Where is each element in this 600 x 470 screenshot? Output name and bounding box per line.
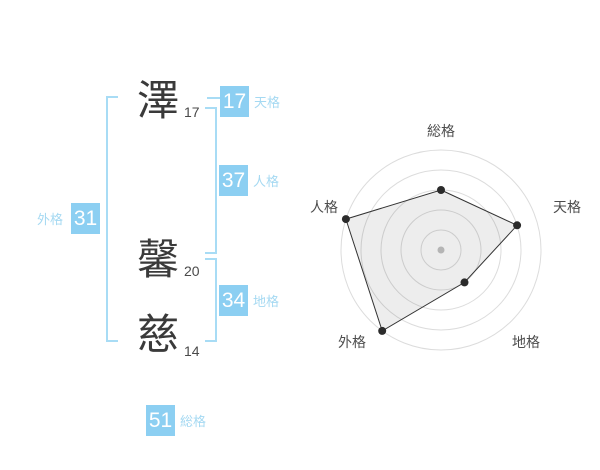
tenkaku-score: 17 天格: [220, 86, 280, 117]
chikaku-label: 地格: [253, 294, 280, 309]
radar-point-地格: [460, 278, 469, 287]
radar-grid-ring: [420, 229, 462, 271]
jinkaku-value: 37: [219, 165, 248, 196]
radar-grid-ring: [400, 209, 482, 291]
radar-grid-ring: [360, 169, 522, 331]
tenkaku-label: 天格: [254, 95, 281, 110]
tenkaku-value: 17: [220, 86, 249, 117]
radar-axis-label-地格: 地格: [512, 334, 540, 350]
radar-data-polygon: [345, 189, 518, 332]
given-kanji-2-stroke-count: 14: [184, 343, 200, 359]
chikaku-score: 34 地格: [219, 285, 279, 316]
given-kanji-1-stroke-count: 20: [184, 263, 200, 279]
gaikaku-bracket: [106, 96, 118, 342]
radar-axis-label-人格: 人格: [310, 199, 338, 215]
radar-point-天格: [513, 221, 522, 230]
radar-center-dot: [437, 246, 445, 254]
radar-grid-ring: [340, 149, 542, 351]
tenkaku-connector-line: [207, 97, 220, 99]
gaikaku-label: 外格: [37, 212, 64, 227]
radar-point-人格: [341, 215, 350, 224]
soukaku-value: 51: [146, 405, 175, 436]
chikaku-bracket: [205, 258, 217, 342]
gaikaku-score: 外格 31: [37, 203, 101, 234]
fortune-radar-chart: 総格天格地格 外格 人格: [290, 100, 590, 400]
radar-point-総格: [437, 186, 445, 194]
given-kanji-1: 馨: [137, 236, 180, 283]
chikaku-value: 34: [219, 285, 248, 316]
radar-axis-label-天格: 天格: [553, 199, 581, 215]
radar-point-外格: [378, 326, 387, 335]
jinkaku-score: 37 人格: [219, 165, 279, 196]
gaikaku-value: 31: [71, 203, 101, 234]
jinkaku-bracket: [205, 107, 217, 254]
radar-axis-label-総格: 総格: [427, 123, 455, 139]
radar-axis-label-外格: 外格: [338, 334, 366, 350]
surname-kanji: 澤: [137, 77, 180, 124]
soukaku-label: 総格: [180, 414, 207, 429]
soukaku-score: 51 総格: [146, 405, 206, 436]
surname-stroke-count: 17: [184, 104, 200, 120]
given-kanji-2: 慈: [137, 311, 180, 358]
jinkaku-label: 人格: [253, 174, 280, 189]
